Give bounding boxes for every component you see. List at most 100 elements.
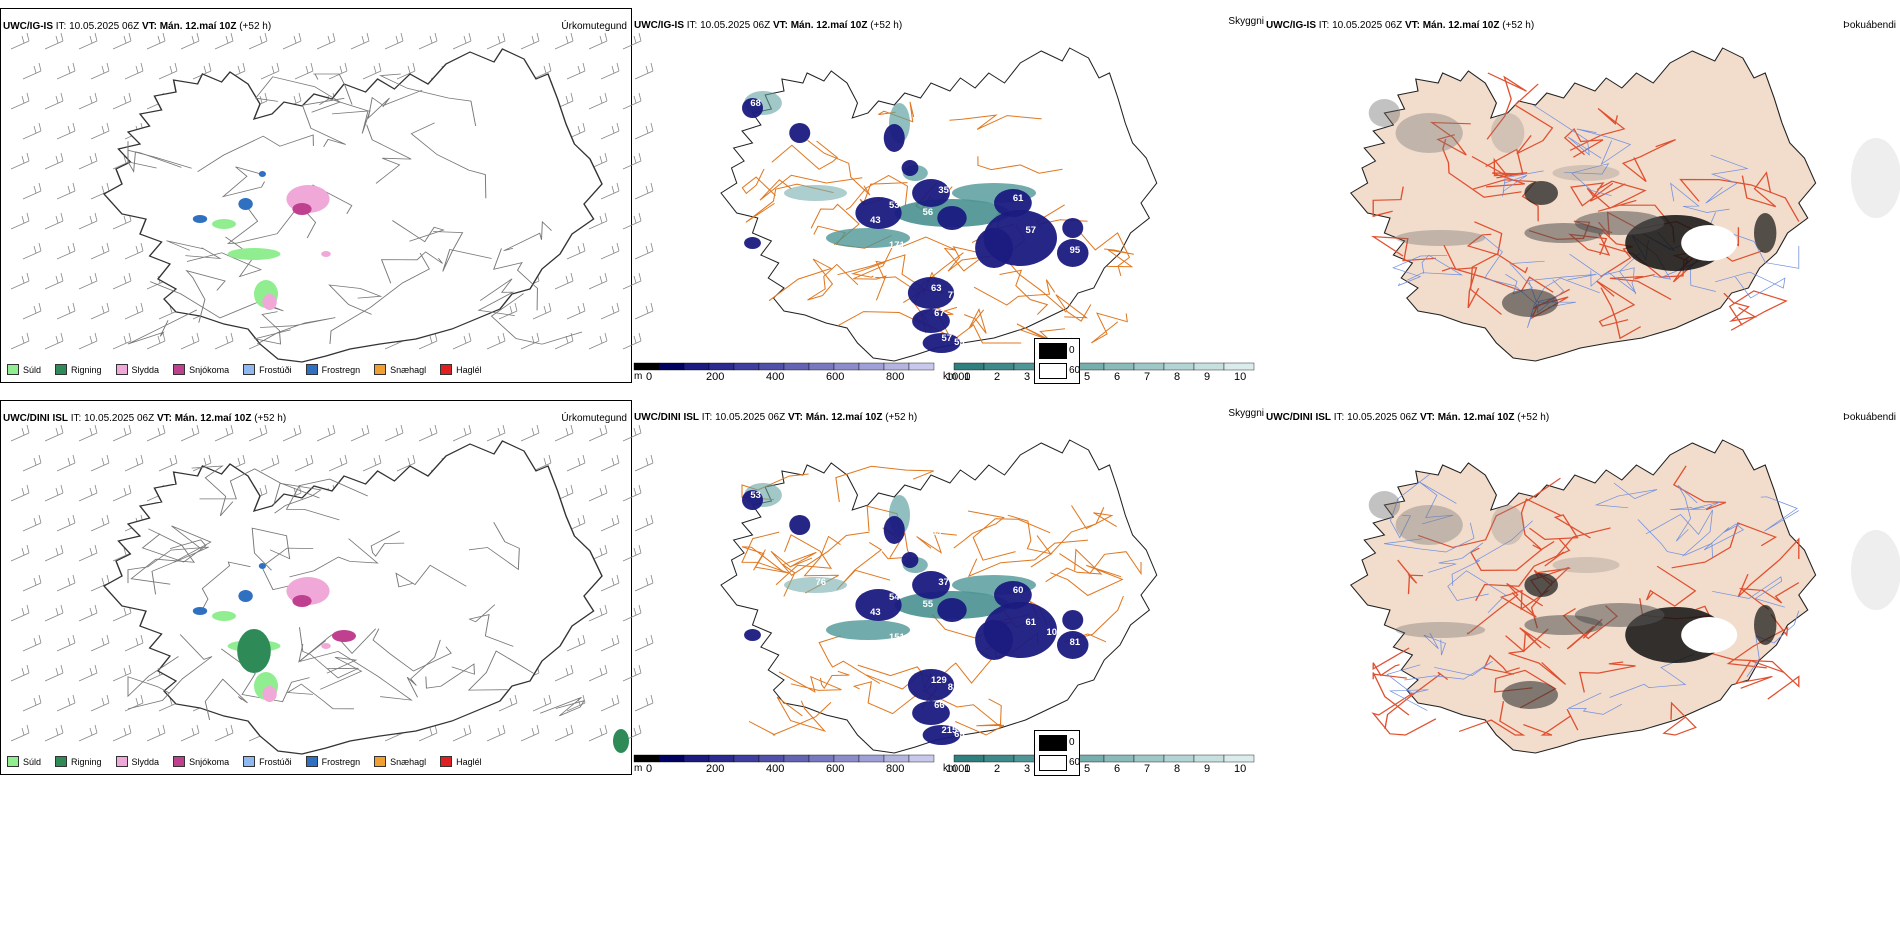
wind-barb bbox=[622, 32, 642, 50]
wind-barb bbox=[600, 514, 620, 532]
ceiling-label: 62 bbox=[779, 512, 790, 522]
road-line bbox=[1104, 248, 1134, 268]
road-line bbox=[328, 284, 383, 315]
legend-item: Slydda bbox=[115, 756, 160, 767]
legend-item: Slydda bbox=[115, 364, 159, 375]
road-line bbox=[1466, 583, 1544, 635]
fog-area bbox=[1681, 617, 1738, 653]
low-ceiling-area bbox=[907, 277, 955, 309]
low-ceiling-area bbox=[1062, 610, 1084, 630]
road-line bbox=[741, 531, 789, 574]
road-line bbox=[810, 203, 860, 246]
wind-barb bbox=[44, 724, 64, 742]
legend-item: Frostúði bbox=[243, 364, 292, 375]
wind-barb bbox=[180, 424, 200, 442]
fog-legend-swatch bbox=[1039, 735, 1067, 751]
road-line bbox=[298, 628, 377, 663]
ceiling-tick: 800 bbox=[886, 763, 905, 775]
panel-title-right: UWC/DINI ISL IT: 10.05.2025 06Z VT: Mán.… bbox=[1266, 412, 1550, 423]
low-ceiling-area bbox=[1057, 631, 1089, 659]
road-line bbox=[1723, 230, 1800, 269]
road-line bbox=[1621, 139, 1676, 183]
drizzle-area bbox=[212, 611, 236, 621]
colorbar-cell bbox=[733, 362, 760, 371]
road-line bbox=[835, 465, 934, 503]
fog-area bbox=[1502, 289, 1558, 317]
road-line bbox=[1520, 498, 1563, 551]
legend-swatch bbox=[55, 756, 68, 767]
road-line bbox=[1738, 582, 1800, 610]
colorbar-cell bbox=[833, 754, 860, 763]
road-line bbox=[1505, 635, 1567, 685]
freezing-rain-area bbox=[258, 171, 266, 177]
wind-barb bbox=[146, 32, 166, 50]
road-line bbox=[1712, 576, 1785, 608]
fog-legend-swatch bbox=[1039, 755, 1067, 771]
road-line bbox=[1447, 570, 1506, 614]
fog-area bbox=[1368, 491, 1401, 519]
colorbar-cell bbox=[833, 362, 860, 371]
wind-barb bbox=[486, 332, 506, 350]
wind-barb bbox=[520, 424, 540, 442]
wind-barb bbox=[44, 664, 64, 682]
wind-barb bbox=[248, 32, 268, 50]
colorbar-cell bbox=[1223, 362, 1255, 371]
road-line bbox=[1451, 520, 1533, 586]
wind-barb bbox=[56, 242, 76, 260]
fog-area bbox=[1490, 113, 1525, 153]
road-line bbox=[395, 564, 467, 588]
wind-barb bbox=[22, 574, 42, 592]
ceiling-tick: 200 bbox=[706, 763, 725, 775]
wind-barb bbox=[124, 634, 144, 652]
fog-area bbox=[1754, 605, 1777, 645]
road-line bbox=[1470, 544, 1543, 572]
wind-barb bbox=[384, 424, 404, 442]
freezing-rain-area bbox=[192, 215, 208, 223]
road-line bbox=[852, 681, 918, 715]
freezing-rain-area bbox=[238, 198, 253, 210]
legend-label: Slydda bbox=[131, 756, 160, 767]
low-ceiling-area bbox=[789, 515, 811, 535]
wind-barb bbox=[22, 182, 42, 200]
visibility-tick: 6 bbox=[1114, 763, 1121, 775]
road-line bbox=[1529, 514, 1591, 541]
wind-barb bbox=[588, 724, 608, 742]
wind-barb bbox=[260, 454, 280, 472]
ceiling-label: 35 bbox=[938, 185, 949, 195]
road-line bbox=[967, 539, 1089, 578]
colorbar-cell bbox=[1103, 754, 1135, 763]
visibility-map: 3754435560576115181129816621565695762537… bbox=[720, 439, 1158, 754]
sleet-area bbox=[321, 251, 331, 257]
wind-barb bbox=[112, 332, 132, 350]
panel-title-mid: UWC/DINI ISL IT: 10.05.2025 06Z VT: Mán.… bbox=[634, 412, 918, 423]
road-line bbox=[770, 531, 870, 576]
wind-barb bbox=[112, 424, 132, 442]
wind-barb bbox=[554, 724, 574, 742]
road-line bbox=[1407, 254, 1464, 281]
fog-legend-label: 60 bbox=[1069, 365, 1081, 376]
wind-barb bbox=[44, 92, 64, 110]
legend-item: Súld bbox=[7, 364, 41, 375]
legend-label: Frostúði bbox=[259, 756, 292, 767]
wind-barb bbox=[22, 62, 42, 80]
road-line bbox=[1469, 221, 1503, 315]
wind-barb bbox=[214, 32, 234, 50]
wind-barb bbox=[532, 694, 552, 712]
colorbar-cell bbox=[983, 754, 1015, 763]
legend-item: Rigning bbox=[55, 364, 102, 375]
road-line bbox=[1397, 559, 1424, 595]
road-line bbox=[1645, 565, 1697, 607]
wind-barb bbox=[56, 122, 76, 140]
precip-panel-label: Úrkomutegund bbox=[561, 21, 627, 32]
wind-barb bbox=[78, 152, 98, 170]
wind-barb bbox=[10, 32, 30, 50]
wind-barb bbox=[622, 212, 642, 230]
road-line bbox=[836, 541, 891, 590]
road-line bbox=[973, 279, 1056, 306]
fog-area bbox=[1552, 557, 1620, 573]
road-line bbox=[1710, 652, 1800, 700]
wind-barb bbox=[248, 424, 268, 442]
legend-label: Haglél bbox=[456, 756, 482, 767]
fog-area bbox=[1681, 225, 1738, 261]
